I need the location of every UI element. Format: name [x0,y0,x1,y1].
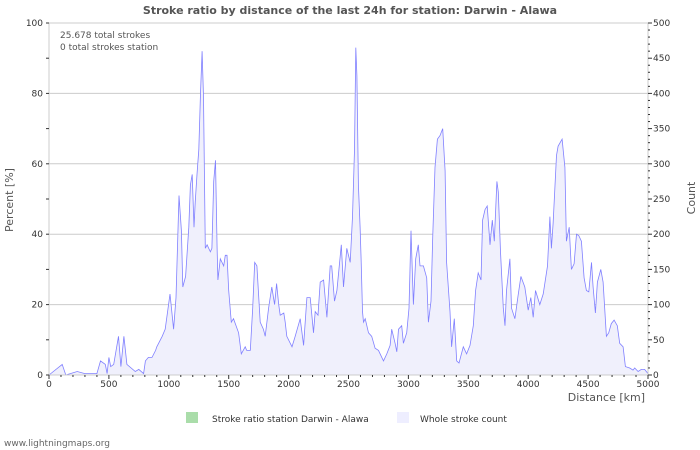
y-right-tick-label: 150 [653,265,670,275]
x-tick-label: 0 [46,380,52,390]
y-right-tick-label: 0 [653,371,659,381]
x-tick-label: 3000 [397,380,420,390]
y-right-tick-label: 100 [653,301,670,311]
x-tick-label: 3500 [457,380,480,390]
x-tick-label: 4000 [517,380,540,390]
station-strokes-label: 0 total strokes station [60,43,158,53]
x-tick-label: 2500 [337,380,360,390]
y-right-tick-label: 450 [653,54,670,64]
y-right-tick-label: 250 [653,195,670,205]
y-left-tick-label: 40 [32,230,44,240]
whole-stroke-count-area [49,47,648,375]
y-right-axis-label: Count [685,181,698,214]
x-tick-label: 1000 [157,380,180,390]
y-left-axis-label: Percent [%] [3,168,16,232]
x-axis-label: Distance [km] [568,391,645,404]
y-right-tick-label: 50 [653,336,665,346]
y-left-tick-label: 0 [37,371,43,381]
total-strokes-label: 25.678 total strokes [60,31,150,41]
legend-swatch-whole-count [397,412,409,423]
y-left-tick-label: 60 [32,160,44,170]
legend-label-station-ratio: Stroke ratio station Darwin - Alawa [212,415,369,425]
legend-swatch-station-ratio [186,412,198,423]
chart-title: Stroke ratio by distance of the last 24h… [143,4,557,17]
y-right-tick-label: 400 [653,89,670,99]
y-left-tick-label: 100 [26,19,43,29]
x-tick-label: 500 [100,380,117,390]
x-tick-label: 5000 [637,380,660,390]
x-tick-label: 2000 [277,380,300,390]
whole-stroke-count-line [48,47,649,376]
y-left-tick-label: 80 [32,89,44,99]
x-tick-label: 1500 [217,380,240,390]
y-right-tick-label: 350 [653,125,670,135]
x-tick-label: 4500 [577,380,600,390]
legend-label-whole-count: Whole stroke count [420,415,507,425]
y-right-tick-label: 500 [653,19,670,29]
y-left-tick-label: 20 [32,301,44,311]
y-right-tick-label: 300 [653,160,670,170]
y-right-tick-label: 200 [653,230,670,240]
footer-link[interactable]: www.lightningmaps.org [4,439,110,449]
axes: 0204060801000501001502002503003504004505… [26,19,671,390]
